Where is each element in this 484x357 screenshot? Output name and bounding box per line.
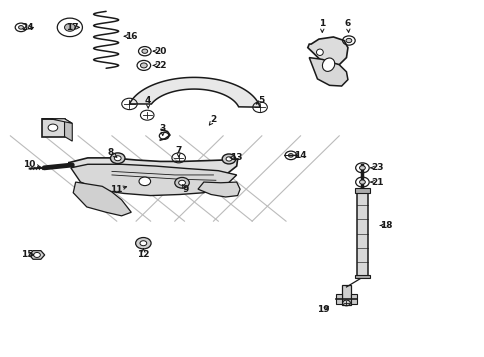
Circle shape <box>345 39 351 42</box>
Circle shape <box>139 177 151 186</box>
Text: 14: 14 <box>294 151 306 160</box>
Text: 21: 21 <box>371 177 383 187</box>
Text: 24: 24 <box>21 23 33 32</box>
Polygon shape <box>64 119 72 141</box>
Circle shape <box>288 154 293 157</box>
Polygon shape <box>350 294 356 304</box>
Polygon shape <box>307 37 347 65</box>
Polygon shape <box>68 158 237 182</box>
Polygon shape <box>356 191 367 276</box>
Polygon shape <box>129 77 259 107</box>
Polygon shape <box>29 251 45 259</box>
Text: 13: 13 <box>230 153 242 162</box>
Text: 23: 23 <box>371 164 383 172</box>
Text: 16: 16 <box>125 32 137 41</box>
Text: 10: 10 <box>24 161 36 170</box>
Polygon shape <box>197 182 240 197</box>
Text: 20: 20 <box>154 47 166 56</box>
Text: 12: 12 <box>137 251 149 260</box>
Circle shape <box>136 237 151 249</box>
Text: 19: 19 <box>317 305 330 314</box>
Text: 7: 7 <box>175 146 182 155</box>
Text: 3: 3 <box>159 124 166 133</box>
Text: 8: 8 <box>107 149 114 157</box>
Circle shape <box>114 156 121 161</box>
Polygon shape <box>354 188 369 193</box>
Text: 2: 2 <box>210 115 216 124</box>
Polygon shape <box>42 119 64 136</box>
Circle shape <box>48 124 58 131</box>
Text: 15: 15 <box>21 251 33 260</box>
Circle shape <box>226 157 231 161</box>
Text: 18: 18 <box>379 221 392 230</box>
Circle shape <box>140 241 147 246</box>
Circle shape <box>142 49 148 53</box>
Polygon shape <box>42 119 72 124</box>
Circle shape <box>18 26 23 29</box>
Circle shape <box>359 180 364 184</box>
Circle shape <box>174 177 189 188</box>
Polygon shape <box>354 275 369 278</box>
Circle shape <box>222 154 235 164</box>
Circle shape <box>178 180 185 185</box>
Text: 4: 4 <box>145 96 151 105</box>
Ellipse shape <box>322 58 334 71</box>
Polygon shape <box>335 294 341 304</box>
Polygon shape <box>309 57 347 86</box>
Polygon shape <box>71 164 236 196</box>
Text: 11: 11 <box>109 185 122 194</box>
Polygon shape <box>341 285 350 305</box>
Circle shape <box>359 166 364 170</box>
Circle shape <box>64 24 75 31</box>
Text: 5: 5 <box>258 96 264 105</box>
Circle shape <box>33 252 40 257</box>
Text: 17: 17 <box>66 23 78 32</box>
Text: 6: 6 <box>344 19 350 28</box>
Ellipse shape <box>316 49 323 55</box>
Text: 9: 9 <box>182 185 188 194</box>
Circle shape <box>140 63 147 68</box>
Text: 22: 22 <box>154 61 166 70</box>
Polygon shape <box>73 182 131 216</box>
Text: 1: 1 <box>318 19 325 28</box>
Circle shape <box>110 153 125 164</box>
